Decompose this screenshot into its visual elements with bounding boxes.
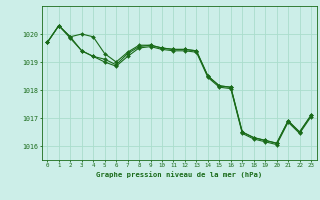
X-axis label: Graphe pression niveau de la mer (hPa): Graphe pression niveau de la mer (hPa)	[96, 171, 262, 178]
